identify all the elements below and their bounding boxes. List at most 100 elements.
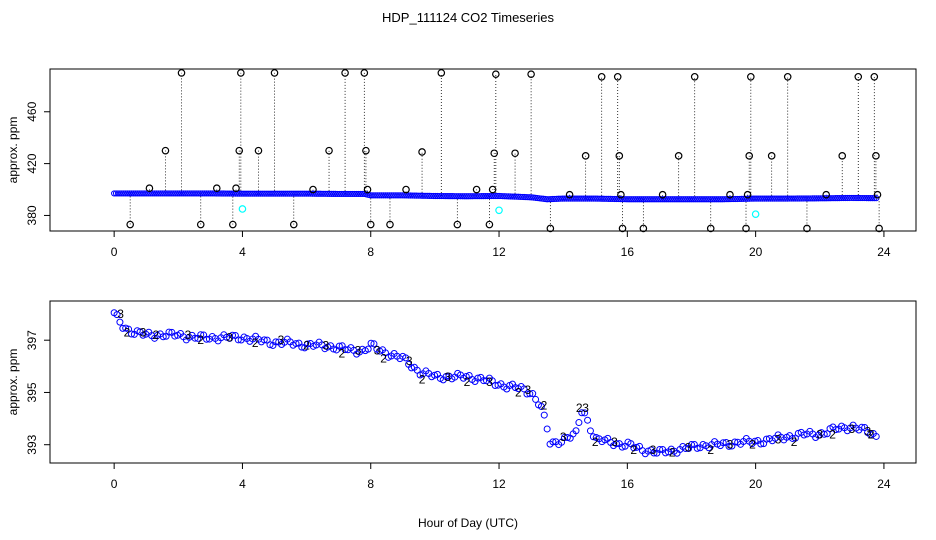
top-y-axis-label: approx. ppm <box>6 117 20 184</box>
baseline-point <box>284 190 291 197</box>
baseline-point <box>828 195 836 202</box>
series-circle-point <box>618 443 626 451</box>
baseline-point <box>492 192 499 200</box>
spike-point <box>485 220 494 229</box>
baseline-point <box>309 190 316 197</box>
baseline-point <box>861 194 868 202</box>
baseline-point <box>495 192 503 200</box>
baseline-point <box>132 190 139 197</box>
baseline-point <box>819 195 826 202</box>
series-digit-2-point: 2 <box>252 336 259 350</box>
series-circle-point <box>584 416 592 424</box>
baseline-point <box>792 195 799 202</box>
baseline-point <box>544 196 551 203</box>
series-circle-point <box>370 340 378 348</box>
baseline-point <box>526 194 533 201</box>
baseline-point <box>765 195 772 202</box>
baseline-point <box>580 195 587 202</box>
baseline-point <box>188 190 195 197</box>
baseline-point <box>715 196 722 203</box>
baseline-point <box>422 192 430 199</box>
baseline-point <box>438 192 445 200</box>
baseline-point <box>805 195 812 202</box>
spike-point <box>492 70 500 78</box>
bottom-y-axis: 393 395 397 <box>25 330 51 455</box>
baseline-point <box>561 195 568 202</box>
baseline-point <box>390 192 397 199</box>
baseline-point <box>141 190 149 197</box>
baseline-point <box>753 195 761 202</box>
series-digit-2-point: 2 <box>749 438 756 452</box>
bottom-x-tick-label: 4 <box>239 477 246 491</box>
baseline-point <box>813 195 820 202</box>
series-circle-point <box>431 371 439 379</box>
spike-point <box>511 149 519 158</box>
bottom-x-tick-label: 24 <box>877 477 891 491</box>
baseline-point <box>520 193 528 201</box>
baseline-point <box>863 195 870 202</box>
spike-point <box>235 146 244 155</box>
baseline-point <box>168 190 175 197</box>
baseline-point <box>557 195 564 202</box>
baseline-point <box>867 195 874 202</box>
baseline-point <box>501 193 508 200</box>
series-circle-point <box>575 419 583 427</box>
baseline-point <box>855 194 863 202</box>
series-circle-point <box>364 345 372 353</box>
baseline-point <box>189 190 197 197</box>
baseline-point <box>424 192 431 199</box>
baseline-point <box>678 196 685 203</box>
spike-point <box>706 224 715 233</box>
baseline-point <box>420 192 428 199</box>
baseline-point <box>859 194 866 202</box>
series-circle-point <box>543 425 551 433</box>
baseline-point <box>253 190 260 197</box>
baseline-point <box>378 192 385 199</box>
baseline-point <box>320 190 328 197</box>
baseline-point <box>655 196 662 203</box>
series-circle-point <box>820 430 828 438</box>
series-digit-3-point: 3 <box>727 438 734 452</box>
baseline-point <box>780 195 787 202</box>
baseline-point <box>463 193 470 200</box>
top-x-tick-label: 0 <box>111 245 118 259</box>
baseline-point <box>120 190 127 197</box>
baseline-point <box>468 193 476 200</box>
spike-point <box>177 69 186 77</box>
baseline-point <box>597 195 605 202</box>
baseline-point <box>570 195 578 202</box>
series-circle-point <box>872 432 880 440</box>
series-digit-3-point: 3 <box>322 338 329 352</box>
baseline-point <box>470 193 478 200</box>
series-circle-point <box>586 427 594 435</box>
baseline-point <box>451 193 458 200</box>
baseline-point <box>676 196 684 203</box>
baseline-point <box>324 190 331 197</box>
baseline-point <box>457 193 464 200</box>
series-circle-point <box>304 340 312 348</box>
baseline-point <box>293 190 301 197</box>
spike-point <box>873 190 882 199</box>
baseline-point <box>445 193 453 200</box>
series-circle-point <box>656 445 664 453</box>
top-spike-lines <box>129 72 880 229</box>
baseline-point <box>869 195 876 202</box>
spike-point <box>254 146 263 155</box>
baseline-point <box>290 190 297 197</box>
baseline-point <box>122 190 129 197</box>
baseline-point <box>172 190 179 197</box>
spike-point <box>232 184 240 193</box>
spike-point <box>418 148 426 156</box>
baseline-point <box>136 190 143 197</box>
baseline-point <box>413 192 420 199</box>
series-circle-point <box>578 409 586 417</box>
series-digit-3-point: 3 <box>117 307 124 321</box>
baseline-point <box>417 192 424 199</box>
bottom-x-tick-label: 8 <box>367 477 374 491</box>
series-circle-point <box>480 377 488 385</box>
baseline-point <box>749 195 757 202</box>
baseline-point <box>853 194 861 202</box>
baseline-point <box>397 192 404 199</box>
series-digit-3-point: 3 <box>185 328 192 342</box>
bottom-x-tick-label: 0 <box>111 477 118 491</box>
